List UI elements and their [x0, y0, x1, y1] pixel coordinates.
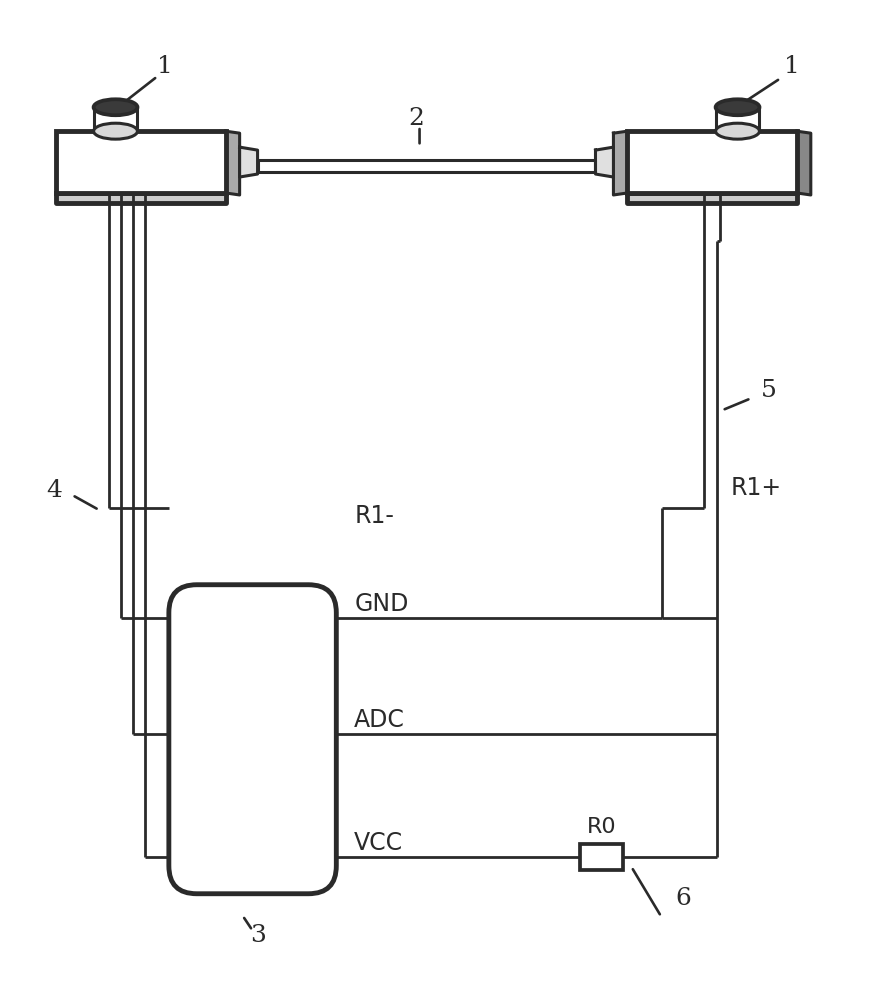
Ellipse shape [716, 99, 760, 115]
Text: 6: 6 [675, 887, 691, 910]
Ellipse shape [93, 99, 138, 115]
Text: 2: 2 [409, 107, 425, 130]
FancyBboxPatch shape [169, 585, 337, 894]
Ellipse shape [716, 123, 760, 139]
Text: ADC: ADC [354, 708, 405, 732]
Text: R0: R0 [587, 817, 617, 837]
Bar [56, 131, 226, 193]
Text: 4: 4 [46, 479, 62, 502]
Text: R1+: R1+ [731, 476, 782, 500]
Text: VCC: VCC [354, 831, 404, 855]
Text: R1-: R1- [354, 504, 394, 528]
Bar [716, 107, 760, 131]
Ellipse shape [93, 123, 138, 139]
Bar [93, 107, 138, 131]
Text: GND: GND [354, 592, 409, 616]
Text: 1: 1 [785, 55, 800, 78]
Polygon shape [226, 131, 240, 195]
Polygon shape [596, 147, 613, 177]
Bar [627, 131, 797, 193]
Polygon shape [797, 131, 811, 195]
Polygon shape [240, 147, 257, 177]
Polygon shape [56, 193, 226, 203]
Polygon shape [627, 193, 797, 203]
Text: 5: 5 [761, 379, 777, 402]
Bar [580, 844, 623, 870]
Text: 1: 1 [158, 55, 174, 78]
Text: 3: 3 [249, 924, 265, 947]
Polygon shape [613, 131, 627, 195]
